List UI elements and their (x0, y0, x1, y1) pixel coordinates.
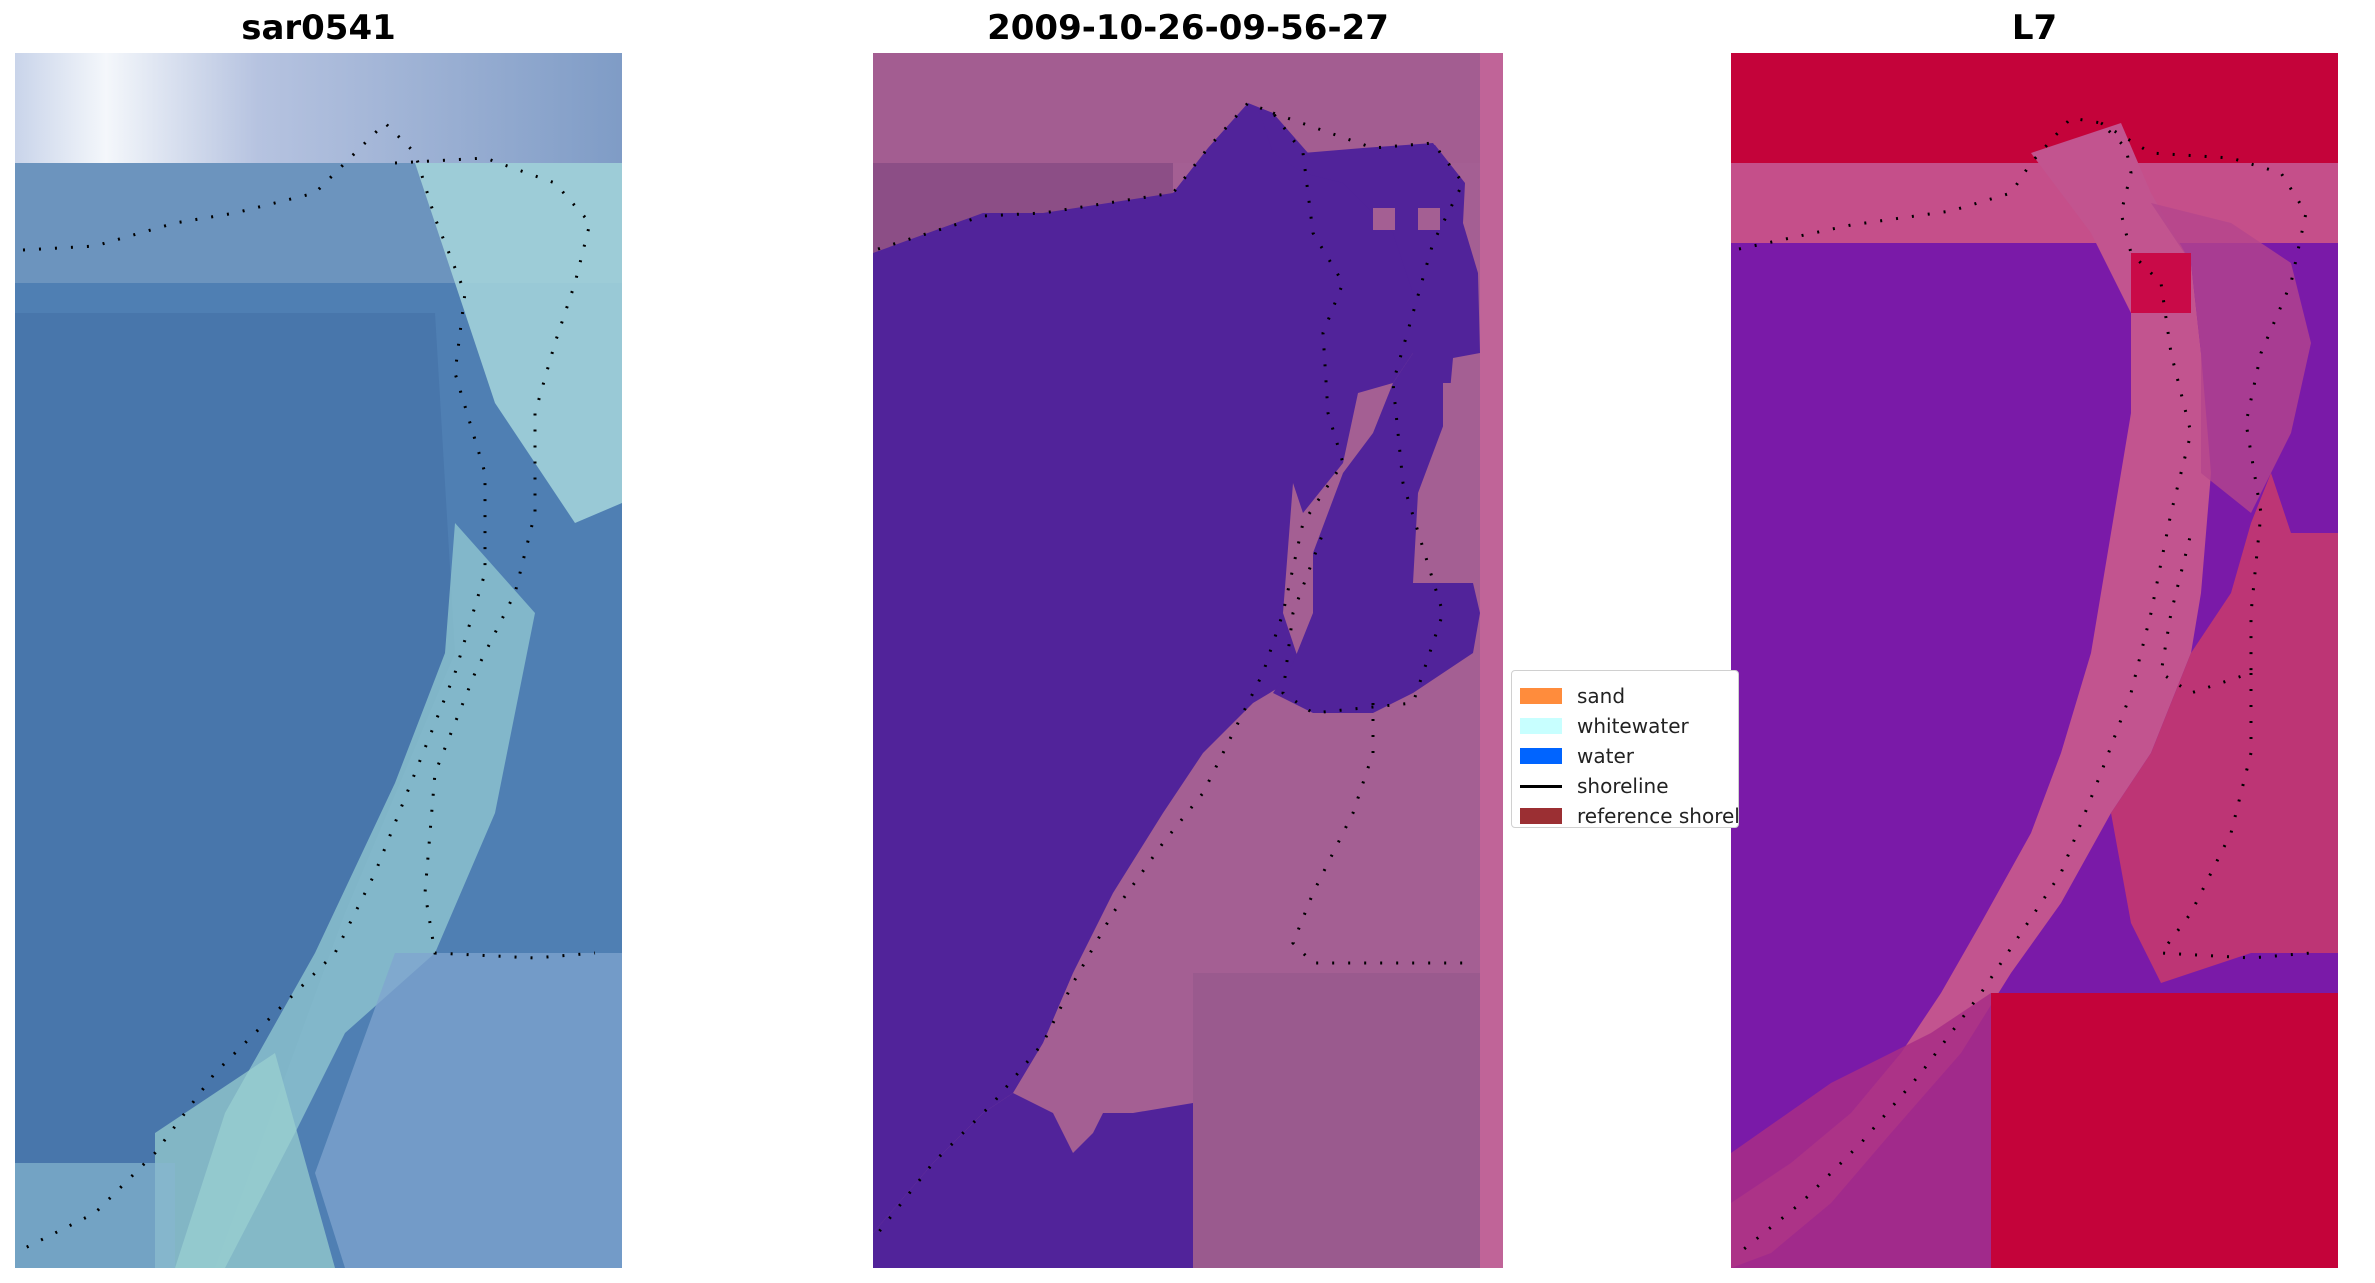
classified-image-panel (873, 53, 1503, 1268)
legend: sand whitewater water shoreline referenc… (1511, 670, 1739, 828)
reference-shoreline-swatch (1520, 808, 1562, 824)
legend-label-water: water (1577, 744, 1634, 768)
panel-title-rgb: sar0541 (241, 8, 396, 48)
legend-item-whitewater: whitewater (1520, 713, 1689, 739)
rgb-image-panel (15, 53, 622, 1268)
shoreline-line-sample (1520, 784, 1562, 788)
legend-item-reference-shoreline: reference shoreline (1520, 803, 1739, 828)
panel-title-index: L7 (2011, 8, 2058, 48)
panel-title-classified: 2009-10-26-09-56-27 (987, 8, 1389, 48)
rgb-image (15, 53, 622, 1268)
whitewater-swatch (1520, 718, 1562, 734)
water-index-image (1731, 53, 2338, 1268)
shoreline-trace (1738, 116, 2312, 1255)
legend-item-sand: sand (1520, 683, 1625, 709)
legend-label-whitewater: whitewater (1577, 714, 1689, 738)
sand-swatch (1520, 688, 1562, 704)
legend-label-sand: sand (1577, 684, 1626, 708)
legend-item-water: water (1520, 743, 1634, 769)
classified-image (873, 53, 1503, 1268)
legend-label-shoreline: shoreline (1577, 774, 1669, 798)
water-swatch (1520, 748, 1562, 764)
water-index-panel (1731, 53, 2338, 1268)
shoreline-trace (22, 120, 596, 1250)
shoreline-trace (876, 101, 1473, 1234)
legend-label-reference-shoreline: reference shoreline (1577, 804, 1739, 828)
legend-item-shoreline: shoreline (1520, 773, 1669, 799)
